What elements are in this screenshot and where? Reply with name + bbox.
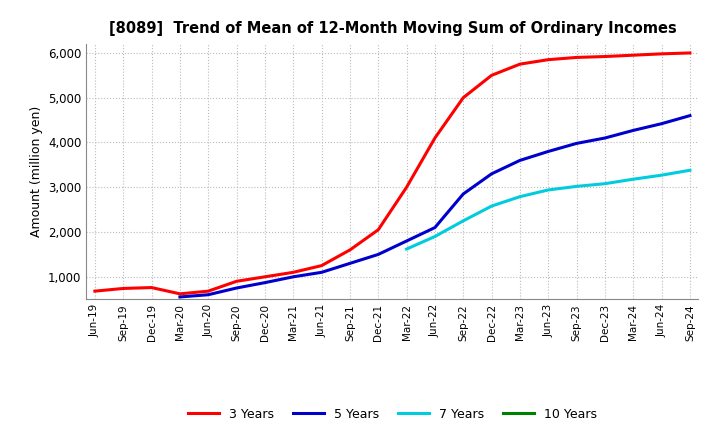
3 Years <box>402 185 411 190</box>
3 Years <box>289 270 297 275</box>
7 Years <box>487 203 496 209</box>
7 Years <box>657 172 666 178</box>
3 Years <box>119 286 127 291</box>
3 Years <box>629 52 637 58</box>
3 Years <box>459 95 467 100</box>
5 Years <box>572 141 581 146</box>
5 Years <box>629 128 637 133</box>
5 Years <box>657 121 666 126</box>
3 Years <box>318 263 326 268</box>
7 Years <box>431 234 439 239</box>
5 Years <box>204 292 212 297</box>
7 Years <box>600 181 609 186</box>
5 Years <box>176 294 184 300</box>
7 Years <box>629 176 637 182</box>
7 Years <box>685 168 694 173</box>
3 Years <box>261 274 269 279</box>
5 Years <box>402 238 411 244</box>
7 Years <box>459 218 467 224</box>
3 Years <box>544 57 552 62</box>
5 Years <box>685 113 694 118</box>
5 Years <box>318 270 326 275</box>
3 Years <box>204 289 212 294</box>
3 Years <box>176 291 184 297</box>
3 Years <box>600 54 609 59</box>
5 Years <box>261 280 269 285</box>
5 Years <box>431 225 439 230</box>
Legend: 3 Years, 5 Years, 7 Years, 10 Years: 3 Years, 5 Years, 7 Years, 10 Years <box>183 403 602 425</box>
5 Years <box>487 171 496 176</box>
3 Years <box>685 50 694 55</box>
7 Years <box>544 187 552 193</box>
3 Years <box>346 247 354 253</box>
3 Years <box>374 227 382 232</box>
Y-axis label: Amount (million yen): Amount (million yen) <box>30 106 42 237</box>
5 Years <box>600 136 609 141</box>
3 Years <box>572 55 581 60</box>
3 Years <box>431 136 439 141</box>
3 Years <box>91 289 99 294</box>
5 Years <box>374 252 382 257</box>
3 Years <box>233 279 241 284</box>
Line: 5 Years: 5 Years <box>180 116 690 297</box>
3 Years <box>487 73 496 78</box>
5 Years <box>346 261 354 266</box>
7 Years <box>402 246 411 252</box>
7 Years <box>516 194 524 199</box>
3 Years <box>148 285 156 290</box>
5 Years <box>516 158 524 163</box>
5 Years <box>459 191 467 197</box>
5 Years <box>544 149 552 154</box>
5 Years <box>289 274 297 279</box>
Title: [8089]  Trend of Mean of 12-Month Moving Sum of Ordinary Incomes: [8089] Trend of Mean of 12-Month Moving … <box>109 21 676 36</box>
3 Years <box>657 51 666 56</box>
Line: 7 Years: 7 Years <box>407 170 690 249</box>
5 Years <box>233 286 241 291</box>
3 Years <box>516 62 524 67</box>
Line: 3 Years: 3 Years <box>95 53 690 294</box>
7 Years <box>572 184 581 189</box>
